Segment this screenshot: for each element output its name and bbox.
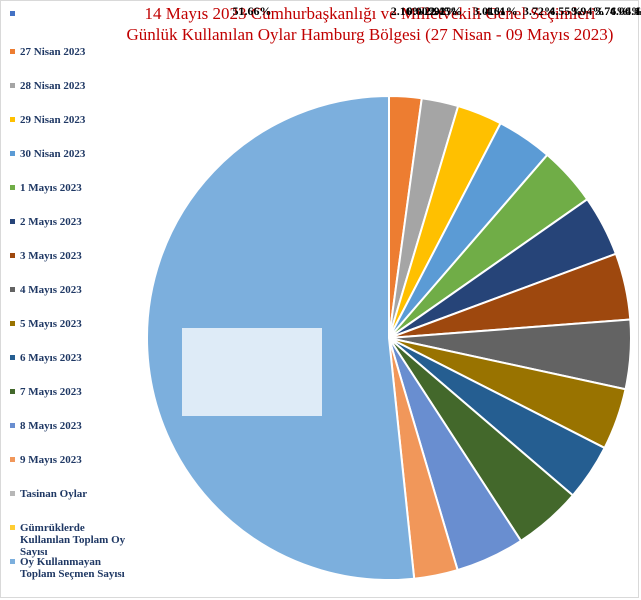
legend-item: 5 Mayıs 2023 bbox=[10, 318, 82, 330]
legend-item: 8 Mayıs 2023 bbox=[10, 420, 82, 432]
legend-swatch bbox=[10, 11, 15, 16]
legend-label: 3 Mayıs 2023 bbox=[20, 250, 82, 262]
legend-item: 7 Mayıs 2023 bbox=[10, 386, 82, 398]
legend-item: 9 Mayıs 2023 bbox=[10, 454, 82, 466]
legend-swatch bbox=[10, 49, 15, 54]
legend-label: 1 Mayıs 2023 bbox=[20, 182, 82, 194]
legend-item: Gümrüklerde Kullanılan Toplam Oy Sayısı bbox=[10, 522, 128, 558]
legend-swatch bbox=[10, 219, 15, 224]
legend-item: 30 Nisan 2023 bbox=[10, 148, 85, 160]
data-label: 18772.16% bbox=[391, 0, 424, 18]
legend-label: 29 Nisan 2023 bbox=[20, 114, 86, 126]
data-label: 38524.44% bbox=[634, 0, 641, 18]
legend-item: 29 Nisan 2023 bbox=[10, 114, 85, 126]
legend-label: Gümrüklerde Kullanılan Toplam Oy Sayısı bbox=[20, 522, 126, 558]
data-label: 34173.94% bbox=[571, 0, 604, 18]
legend-swatch bbox=[10, 389, 15, 394]
legend-label: 28 Nisan 2023 bbox=[20, 80, 86, 92]
data-label: 00.00% bbox=[407, 0, 440, 18]
data-label: 25302.92% bbox=[425, 0, 458, 18]
legend-swatch bbox=[10, 457, 15, 462]
legend-label: Oy Kullanmayan Toplam Seçmen Sayısı bbox=[20, 556, 125, 580]
legend-label: 7 Mayıs 2023 bbox=[20, 386, 82, 398]
legend-item: 4 Mayıs 2023 bbox=[10, 284, 82, 296]
data-label: 39974.61% bbox=[485, 0, 518, 18]
legend-swatch bbox=[10, 321, 15, 326]
data-label: 40004.61% bbox=[640, 0, 641, 18]
data-label: 35274.06% bbox=[610, 0, 641, 18]
legend-label: 4 Mayıs 2023 bbox=[20, 284, 82, 296]
legend-swatch bbox=[10, 559, 15, 564]
legend-item: 3 Mayıs 2023 bbox=[10, 250, 82, 262]
legend-swatch bbox=[10, 287, 15, 292]
legend-swatch bbox=[10, 491, 15, 496]
legend-swatch bbox=[10, 355, 15, 360]
data-label: 32643.76% bbox=[595, 0, 628, 18]
legend-swatch bbox=[10, 151, 15, 156]
legend-item: 27 Nisan 2023 bbox=[10, 46, 85, 58]
legend-label: 9 Mayıs 2023 bbox=[20, 454, 82, 466]
data-label: 32263.72% bbox=[523, 0, 556, 18]
legend-swatch bbox=[10, 83, 15, 88]
legend-label: 5 Mayıs 2023 bbox=[20, 318, 82, 330]
legend-swatch bbox=[10, 117, 15, 122]
legend-swatch bbox=[10, 185, 15, 190]
legend-item bbox=[10, 8, 20, 16]
legend-item: 1 Mayıs 2023 bbox=[10, 182, 82, 194]
data-label: 26153.01% bbox=[473, 0, 506, 18]
legend-item: Oy Kullanmayan Toplam Seçmen Sayısı bbox=[10, 556, 128, 580]
legend-item: 6 Mayıs 2023 bbox=[10, 352, 82, 364]
legend-label: 8 Mayıs 2023 bbox=[20, 420, 82, 432]
legend-swatch bbox=[10, 525, 15, 530]
legend-label: 27 Nisan 2023 bbox=[20, 46, 86, 58]
legend-label: Tasinan Oylar bbox=[20, 488, 88, 500]
legend-swatch bbox=[10, 253, 15, 258]
legend-label: 2 Mayıs 2023 bbox=[20, 216, 82, 228]
legend-label: 30 Nisan 2023 bbox=[20, 148, 86, 160]
legend-item: 2 Mayıs 2023 bbox=[10, 216, 82, 228]
legend-swatch bbox=[10, 423, 15, 428]
legend-item: Tasinan Oylar bbox=[10, 488, 87, 500]
data-label: 39504.55% bbox=[549, 0, 582, 18]
legend-item: 28 Nisan 2023 bbox=[10, 80, 85, 92]
data-label: 4482551.66% bbox=[233, 0, 272, 18]
chart-title: 14 Mayıs 2023 Cumhurbaşkanlığı ve Millet… bbox=[126, 4, 614, 44]
data-label-box bbox=[182, 328, 322, 416]
data-label: 21252.45% bbox=[429, 0, 462, 18]
data-label: 35654.11% bbox=[625, 0, 641, 18]
legend-label: 6 Mayıs 2023 bbox=[20, 352, 82, 364]
